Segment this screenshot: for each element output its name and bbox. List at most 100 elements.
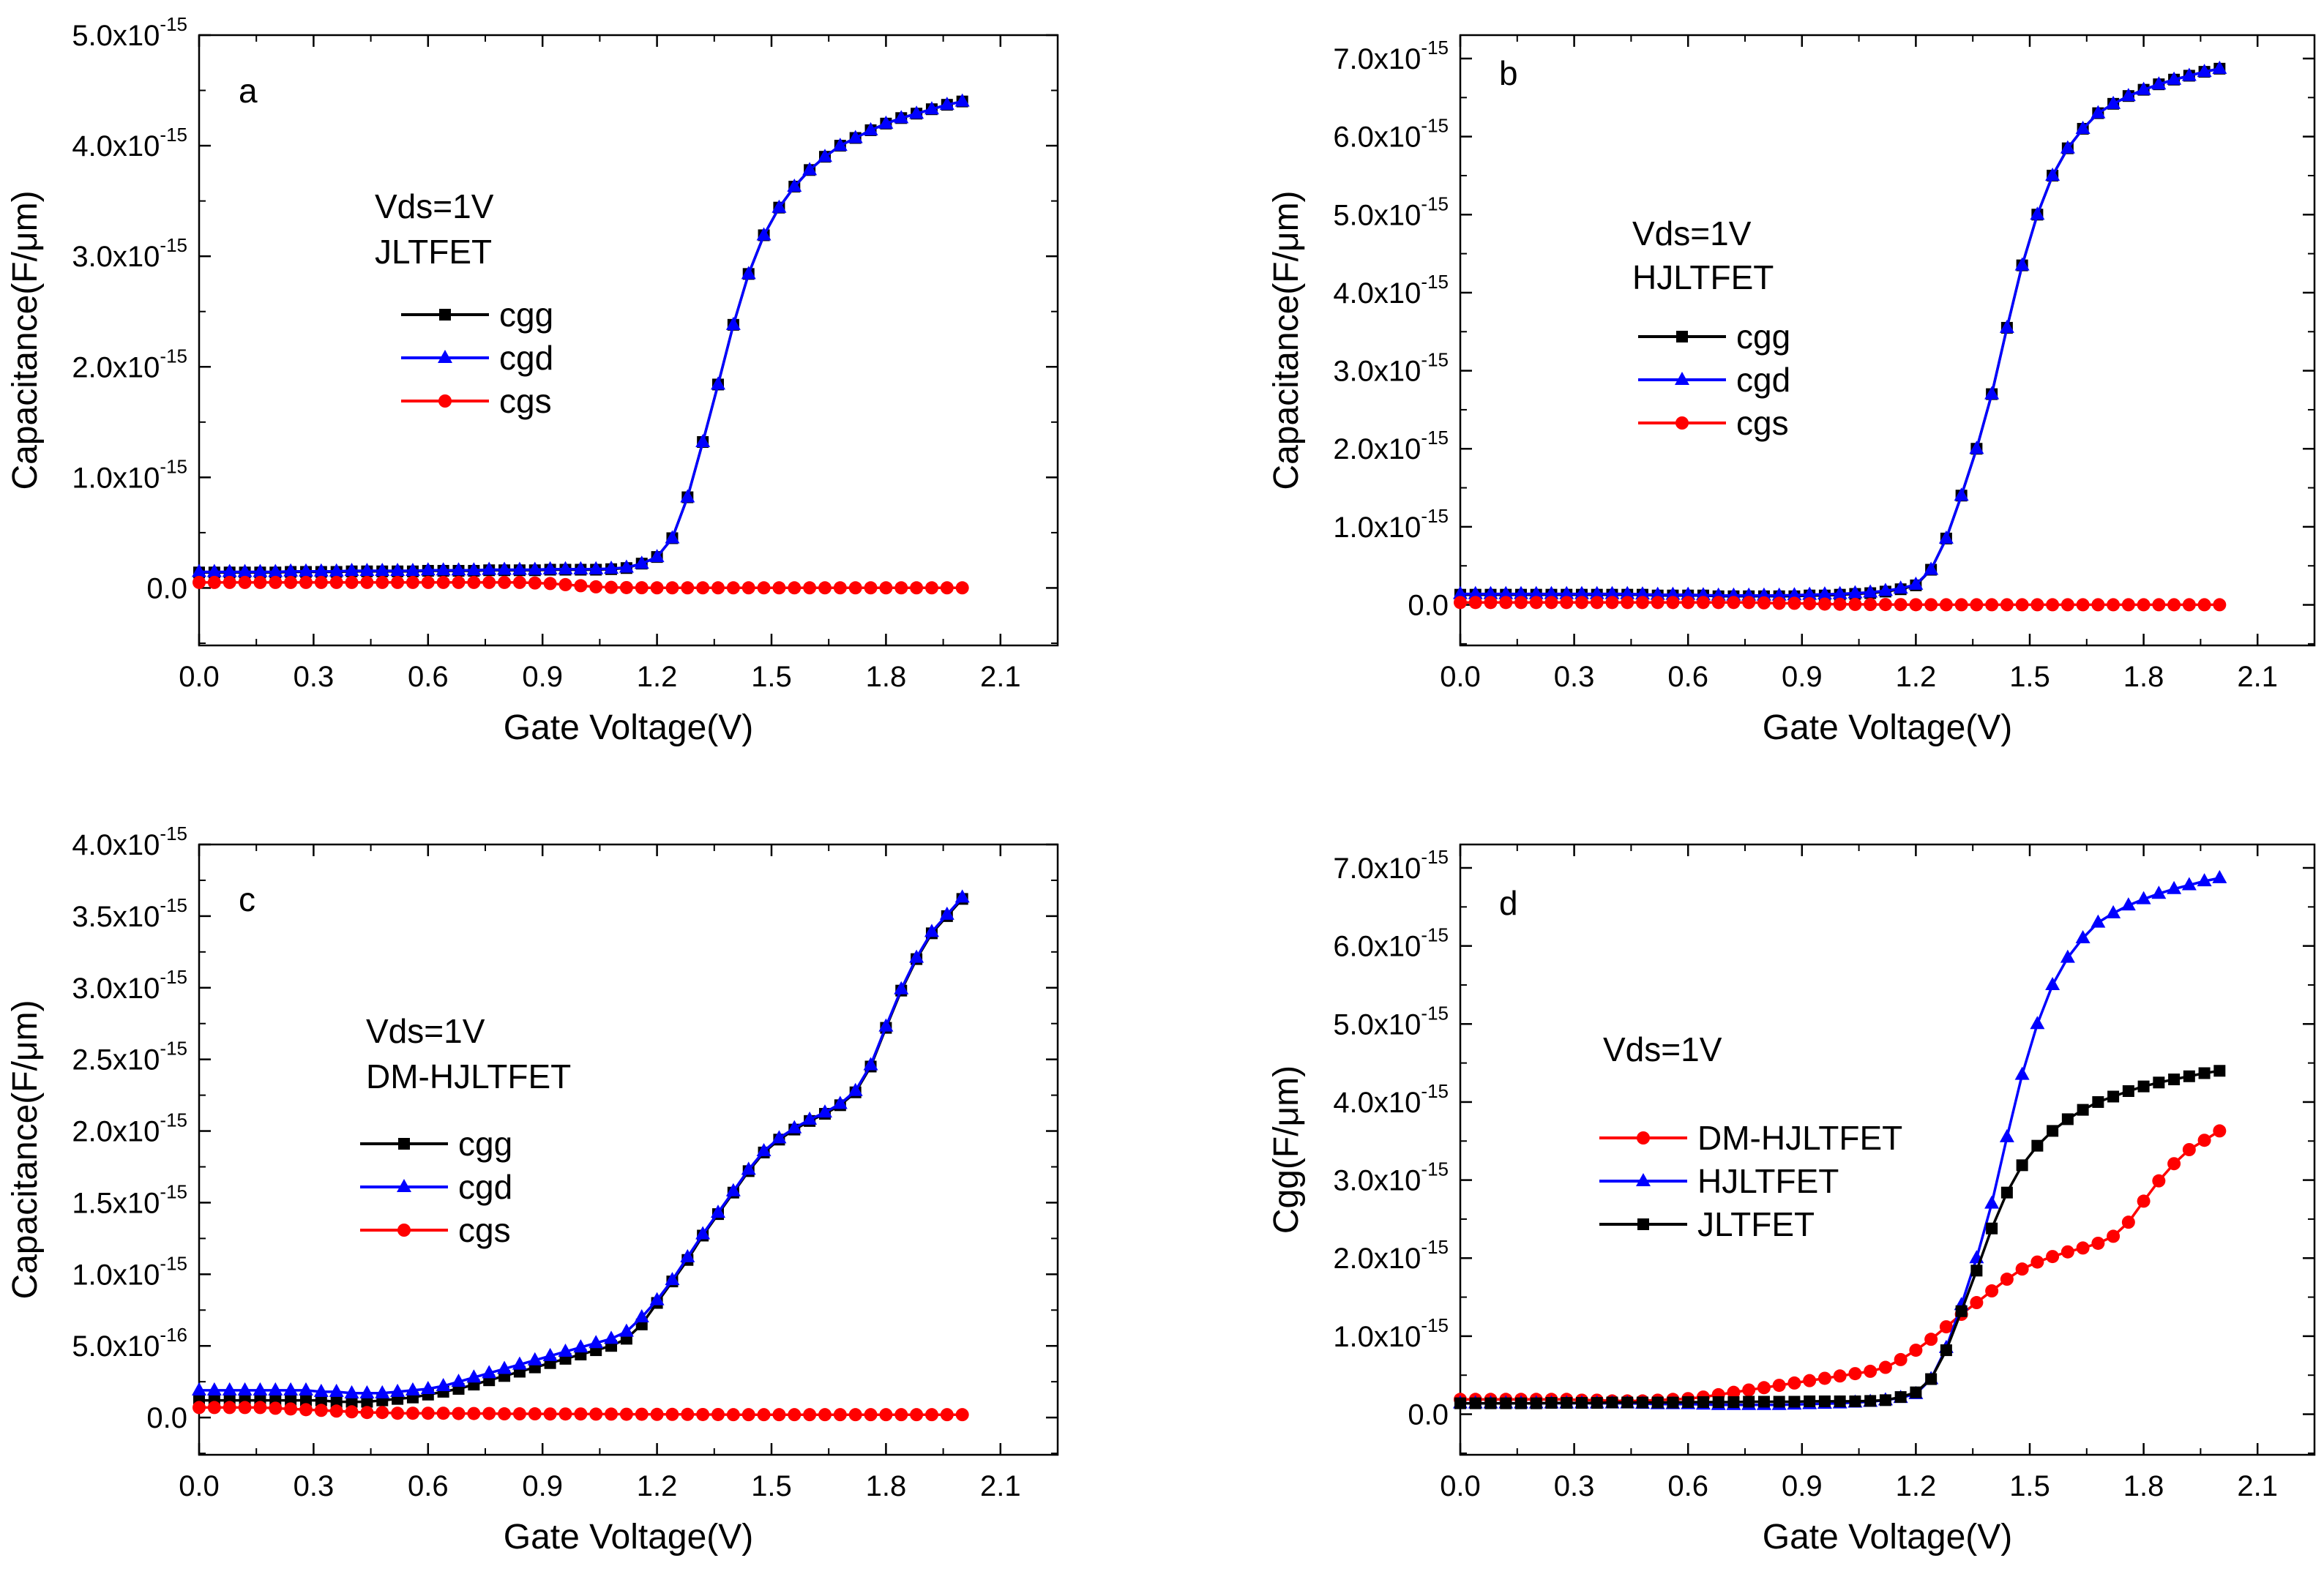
data-point — [558, 577, 572, 591]
data-point — [741, 266, 756, 280]
data-point — [573, 1339, 589, 1353]
data-point — [1499, 596, 1513, 610]
data-point — [1545, 1397, 1558, 1409]
data-point — [1878, 598, 1892, 612]
y-tick-label: 1.5x10-15 — [72, 1180, 187, 1219]
data-point — [2014, 257, 2030, 271]
data-point — [314, 575, 328, 589]
data-point — [1469, 1397, 1482, 1409]
data-point — [222, 563, 237, 577]
panel-letter: c — [239, 880, 255, 918]
data-point — [1771, 587, 1787, 601]
data-point — [2122, 1085, 2134, 1098]
data-point — [848, 130, 863, 143]
data-point — [772, 581, 786, 595]
data-point — [375, 563, 390, 577]
data-point — [436, 575, 450, 589]
data-point — [1590, 596, 1604, 610]
x-tick-label: 0.3 — [294, 1470, 335, 1502]
legend-marker — [438, 394, 452, 408]
data-point — [924, 101, 939, 115]
data-point — [863, 121, 878, 135]
data-point — [1697, 1396, 1709, 1409]
data-point — [237, 563, 253, 577]
data-point — [2167, 1157, 2181, 1171]
x-tick-label: 0.0 — [179, 1470, 220, 1502]
data-point — [2182, 1143, 2196, 1156]
data-point — [1591, 1397, 1603, 1409]
data-point — [1544, 596, 1558, 610]
data-point — [2136, 81, 2151, 95]
data-point — [605, 580, 619, 594]
data-point — [1803, 596, 1817, 610]
data-point — [1651, 1396, 1664, 1409]
data-point — [695, 1226, 711, 1240]
data-point — [817, 1104, 832, 1118]
x-tick-label: 1.8 — [2123, 1470, 2164, 1502]
data-point — [802, 162, 818, 176]
data-point — [954, 889, 970, 903]
data-point — [2000, 1186, 2013, 1199]
data-point — [238, 575, 252, 589]
data-point — [1513, 585, 1528, 599]
data-point — [1970, 1265, 1983, 1277]
data-point — [924, 924, 939, 937]
legend-label: cgs — [458, 1211, 511, 1249]
data-point — [818, 581, 832, 595]
y-tick-label: 3.0x10-15 — [1333, 349, 1449, 388]
data-point — [1468, 596, 1482, 610]
legend-marker — [397, 1224, 411, 1237]
x-tick-label: 0.9 — [522, 661, 563, 693]
data-point — [574, 1407, 588, 1421]
data-point — [1575, 1397, 1588, 1409]
data-point — [2107, 1229, 2121, 1243]
data-point — [329, 575, 343, 589]
data-point — [1924, 598, 1938, 612]
data-point — [1894, 1352, 1908, 1366]
data-point — [330, 1396, 343, 1408]
annotation: Vds=1V — [1603, 1030, 1722, 1068]
data-point — [649, 1292, 665, 1306]
y-tick-label: 4.0x10-15 — [72, 823, 187, 861]
data-point — [940, 1408, 954, 1422]
plot-frame — [1459, 34, 2316, 647]
data-point — [2076, 1241, 2090, 1255]
legend-marker — [1675, 416, 1689, 430]
annotation: JLTFET — [375, 233, 492, 271]
legend-label: cgs — [1736, 404, 1789, 442]
data-point — [1984, 386, 2000, 400]
series-cgd — [1453, 60, 2227, 601]
data-point — [253, 1382, 268, 1396]
x-tick-label: 2.1 — [2237, 1470, 2278, 1502]
data-point — [542, 561, 558, 574]
data-point — [2060, 1245, 2074, 1259]
x-tick-label: 0.6 — [408, 661, 449, 693]
data-point — [2076, 598, 2090, 612]
data-point — [1893, 580, 1908, 594]
data-point — [268, 1382, 283, 1396]
data-point — [833, 581, 847, 595]
data-point — [2167, 71, 2182, 85]
data-point — [1925, 1373, 1938, 1385]
series-JLTFET — [1454, 1065, 2226, 1409]
x-tick-label: 1.2 — [1896, 1470, 1937, 1502]
data-point — [527, 1352, 542, 1366]
data-point — [359, 1385, 375, 1398]
data-point — [482, 575, 496, 589]
data-point — [2091, 914, 2106, 928]
data-point — [1559, 585, 1574, 599]
x-tick-label: 0.9 — [1782, 1470, 1823, 1502]
y-tick-label: 4.0x10-15 — [72, 124, 187, 162]
data-point — [223, 1401, 236, 1415]
data-point — [1756, 587, 1771, 601]
data-point — [2213, 598, 2227, 612]
y-tick-label: 0.0 — [146, 1402, 187, 1434]
data-point — [313, 563, 329, 577]
data-point — [1910, 1386, 1922, 1398]
x-tick-label: 1.2 — [637, 1470, 678, 1502]
y-tick-label: 2.0x10-15 — [1333, 1236, 1449, 1275]
x-tick-label: 1.8 — [866, 661, 907, 693]
data-point — [1454, 1397, 1466, 1409]
data-point — [498, 575, 512, 589]
data-point — [1695, 587, 1711, 601]
